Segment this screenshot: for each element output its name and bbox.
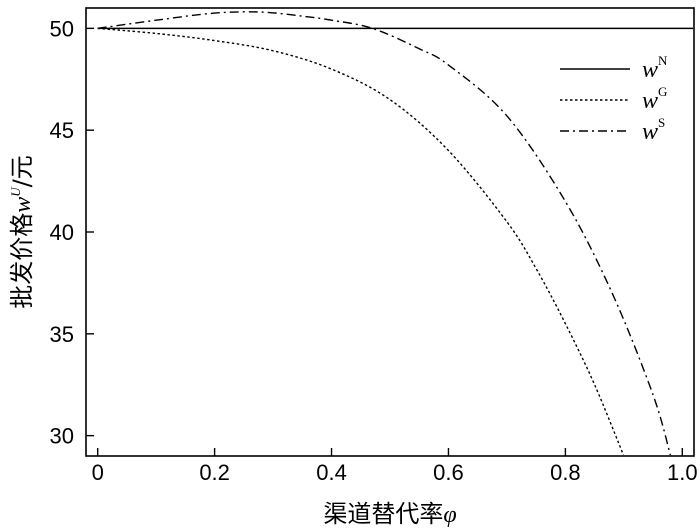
y-axis-title-text: 批发价格: [8, 213, 36, 309]
x-axis-title-symbol: φ: [443, 502, 456, 528]
series-layer: [97, 11, 693, 455]
y-axis-title-unit: /元: [8, 155, 36, 187]
legend-label-s: wS: [642, 115, 665, 145]
series-line-g: [97, 27, 625, 455]
legend: wN wG wS: [560, 53, 668, 145]
y-tick-label: 35: [50, 322, 74, 347]
axis-ticks: 0 0.2 0.4 0.6 0.8 1.0 30 35 40 45 50: [50, 16, 698, 485]
y-tick-label: 40: [50, 220, 74, 245]
y-axis-title-sup: U: [8, 186, 23, 197]
y-axis-title-symbol: w: [10, 197, 36, 213]
y-tick-label: 30: [50, 424, 74, 449]
x-tick-label: 1.0: [667, 460, 698, 485]
plot-frame: [85, 7, 695, 457]
series-line-s: [97, 11, 672, 455]
x-tick-label: 0.4: [316, 460, 347, 485]
x-tick-label: 0.8: [550, 460, 581, 485]
y-tick-label: 50: [50, 16, 74, 41]
legend-label-n: wN: [642, 53, 668, 83]
y-axis-title: 批发价格wU/元: [8, 155, 36, 309]
x-axis-title-text: 渠道替代率: [323, 500, 443, 528]
x-tick-label: 0: [92, 460, 104, 485]
x-tick-label: 0.2: [199, 460, 230, 485]
x-axis-title: 渠道替代率φ: [323, 500, 456, 528]
y-tick-label: 45: [50, 118, 74, 143]
x-tick-label: 0.6: [433, 460, 464, 485]
legend-label-g: wG: [642, 84, 667, 114]
